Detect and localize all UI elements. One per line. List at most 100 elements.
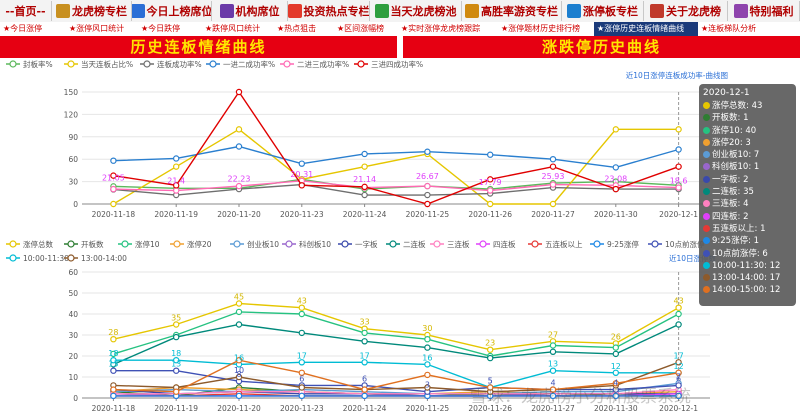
data-point[interactable] <box>110 356 117 364</box>
data-point[interactable] <box>110 200 117 208</box>
data-point[interactable] <box>612 185 620 193</box>
data-point[interactable] <box>612 164 620 171</box>
nav-button-7[interactable]: 涨停板专栏 <box>562 1 644 21</box>
legend-item[interactable]: 10点前涨停 <box>648 239 705 249</box>
legend-item[interactable]: 连板成功率% <box>140 59 202 69</box>
legend-item[interactable]: 涨停10 <box>118 239 160 249</box>
data-point[interactable] <box>487 187 494 194</box>
data-point[interactable] <box>172 321 180 328</box>
legend-item[interactable]: 三连板 <box>430 239 470 249</box>
data-point[interactable] <box>172 333 180 341</box>
data-point[interactable] <box>298 384 305 391</box>
data-point[interactable] <box>361 183 368 191</box>
legend-item[interactable]: 9:25涨停 <box>590 239 639 249</box>
data-point[interactable] <box>235 321 243 328</box>
legend-item[interactable]: 涨停总数 <box>6 239 53 249</box>
data-point[interactable] <box>487 151 494 158</box>
nav-button-2[interactable]: 今日上榜席位 <box>132 1 212 21</box>
data-point[interactable] <box>612 344 620 351</box>
data-point[interactable] <box>424 361 431 368</box>
data-point[interactable] <box>424 200 431 208</box>
data-point[interactable] <box>675 163 682 170</box>
data-point[interactable] <box>612 369 620 376</box>
data-point[interactable] <box>549 163 557 170</box>
data-point[interactable] <box>675 126 682 133</box>
data-point[interactable] <box>298 304 305 311</box>
data-point[interactable] <box>110 335 117 343</box>
data-point[interactable] <box>361 191 368 199</box>
legend-item[interactable]: 涨停20 <box>170 239 212 249</box>
data-point[interactable] <box>298 160 305 167</box>
data-point[interactable] <box>235 308 243 316</box>
data-point[interactable] <box>612 392 620 400</box>
data-point[interactable] <box>675 146 682 153</box>
nav-button-6[interactable]: 高胜率游资专栏 <box>462 1 562 21</box>
nav-button-3[interactable]: 机构席位 <box>212 1 288 21</box>
data-point[interactable] <box>298 310 305 318</box>
data-point[interactable] <box>361 163 368 170</box>
data-point[interactable] <box>549 155 557 163</box>
legend-item[interactable]: 科创板10 <box>282 239 331 249</box>
data-point[interactable] <box>110 157 117 164</box>
data-point[interactable] <box>235 88 243 96</box>
data-point[interactable] <box>110 386 117 393</box>
data-point[interactable] <box>298 392 305 400</box>
data-point[interactable] <box>235 182 243 190</box>
data-point[interactable] <box>110 350 117 358</box>
tab-7[interactable]: ★涨停题材历史排行榜 <box>501 24 581 33</box>
data-point[interactable] <box>110 392 117 400</box>
data-point[interactable] <box>235 392 243 400</box>
data-point[interactable] <box>172 367 180 374</box>
data-point[interactable] <box>361 386 368 393</box>
data-point[interactable] <box>487 346 494 353</box>
data-point[interactable] <box>235 143 243 150</box>
data-point[interactable] <box>424 335 431 343</box>
data-point[interactable] <box>675 382 682 389</box>
data-point[interactable] <box>110 172 117 179</box>
nav-button-8[interactable]: 关于龙虎榜 <box>644 1 728 21</box>
tab-0[interactable]: ★今日涨停 <box>3 24 43 33</box>
data-point[interactable] <box>361 359 368 366</box>
data-point[interactable] <box>110 185 117 193</box>
legend-item[interactable]: 三进四成功率% <box>354 59 423 69</box>
data-point[interactable] <box>298 369 305 376</box>
data-point[interactable] <box>549 386 557 393</box>
legend-item[interactable]: 封板率% <box>6 59 53 69</box>
legend-item[interactable]: 五连板以上 <box>528 239 583 249</box>
data-point[interactable] <box>549 367 557 374</box>
data-point[interactable] <box>235 126 243 133</box>
data-point[interactable] <box>549 200 557 208</box>
data-point[interactable] <box>549 392 557 400</box>
legend-item[interactable]: 一进二成功率% <box>206 59 275 69</box>
data-point[interactable] <box>235 300 243 307</box>
data-point[interactable] <box>675 359 682 366</box>
tab-9[interactable]: ★连板梯队分析 <box>701 24 757 33</box>
data-point[interactable] <box>235 373 243 381</box>
data-point[interactable] <box>612 350 620 358</box>
data-point[interactable] <box>235 356 243 364</box>
data-point[interactable] <box>424 182 431 190</box>
data-point[interactable] <box>424 148 431 155</box>
tab-8[interactable]: ★涨停历史连板情绪曲线 <box>594 22 698 36</box>
tab-5[interactable]: ★区间涨幅榜 <box>337 24 385 33</box>
data-point[interactable] <box>487 354 494 362</box>
legend-item[interactable]: 创业板10 <box>230 239 279 249</box>
data-point[interactable] <box>549 348 557 356</box>
nav-button-5[interactable]: 当天龙虎榜池 <box>370 1 462 21</box>
legend-item[interactable]: 一字板 <box>338 239 378 249</box>
data-point[interactable] <box>172 155 180 162</box>
data-point[interactable] <box>675 321 682 328</box>
data-point[interactable] <box>298 182 305 189</box>
data-point[interactable] <box>675 392 682 400</box>
data-point[interactable] <box>549 181 557 188</box>
data-point[interactable] <box>361 329 368 337</box>
data-point[interactable] <box>675 310 682 318</box>
tab-3[interactable]: ★跌停风口统计 <box>205 24 261 33</box>
data-point[interactable] <box>424 384 431 391</box>
data-point[interactable] <box>487 176 494 183</box>
data-point[interactable] <box>361 150 368 158</box>
legend-item[interactable]: 13:00-14:00 <box>64 254 127 263</box>
data-point[interactable] <box>675 184 682 191</box>
tab-1[interactable]: ★涨停风口统计 <box>69 24 125 33</box>
data-point[interactable] <box>675 369 682 376</box>
